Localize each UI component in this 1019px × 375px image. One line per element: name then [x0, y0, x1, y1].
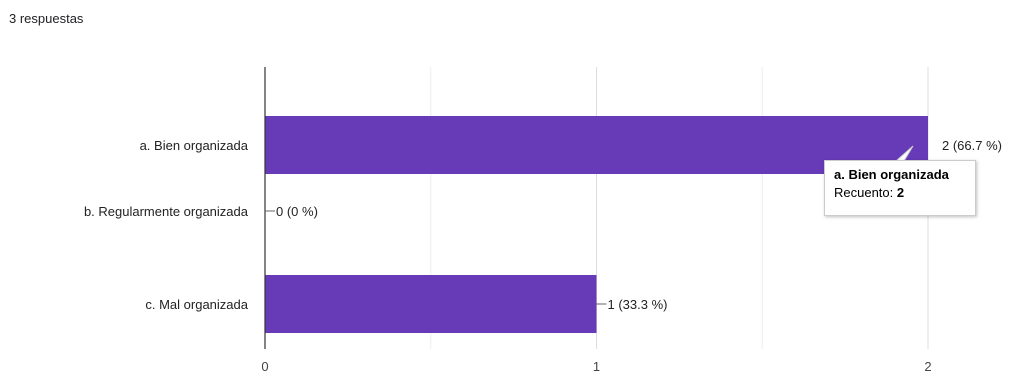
tooltip: a. Bien organizada Recuento: 2: [824, 160, 976, 216]
x-tick-label: 1: [593, 359, 600, 374]
data-label: 0 (0 %): [276, 204, 318, 219]
category-label: a. Bien organizada: [140, 138, 249, 153]
tooltip-title: a. Bien organizada: [834, 167, 949, 182]
labels: a. Bien organizada b. Regularmente organi…: [84, 138, 1002, 374]
bars: [265, 116, 928, 333]
category-label: c. Mal organizada: [145, 297, 248, 312]
data-label: 2 (66.7 %): [942, 138, 1002, 153]
response-count: 3 respuestas: [9, 11, 84, 26]
bar: [265, 275, 597, 333]
bar: [265, 116, 928, 174]
x-tick-label: 0: [261, 359, 268, 374]
tooltip-count: Recuento: 2: [834, 185, 966, 200]
x-tick-label: 2: [924, 359, 931, 374]
category-label: b. Regularmente organizada: [84, 204, 249, 219]
data-label: 1 (33.3 %): [608, 297, 668, 312]
tooltip-count-label: Recuento:: [834, 185, 894, 200]
tooltip-count-value: 2: [896, 185, 905, 200]
